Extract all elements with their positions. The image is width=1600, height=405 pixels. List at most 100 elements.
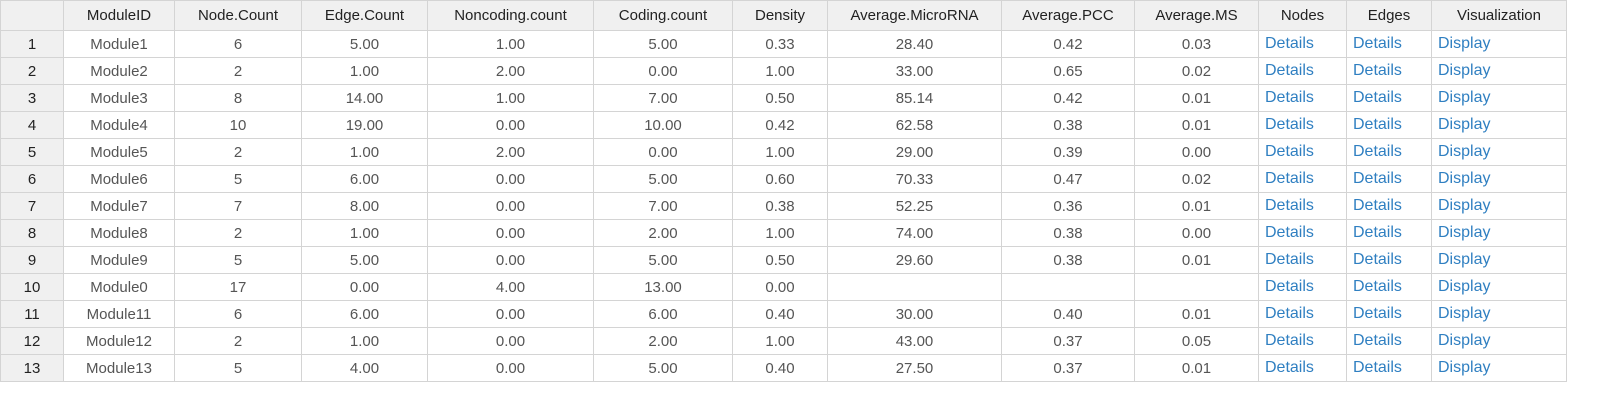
edges-details-link[interactable]: Details bbox=[1353, 224, 1402, 241]
coding-count-cell: 7.00 bbox=[593, 84, 733, 112]
noncoding-count-cell: 0.00 bbox=[427, 300, 594, 328]
corner-header bbox=[0, 0, 64, 31]
table-row: 9 Module9 5 5.00 0.00 5.00 0.50 29.60 0.38 0.01 De… bbox=[0, 246, 1567, 274]
display-link[interactable]: Display bbox=[1438, 251, 1491, 268]
col-header-coding-count[interactable]: Coding.count bbox=[593, 0, 733, 31]
col-header-module-id[interactable]: ModuleID bbox=[63, 0, 175, 31]
average-ms-cell: 0.05 bbox=[1134, 327, 1259, 355]
viz-cell: Display bbox=[1431, 354, 1567, 382]
nodes-cell: Details bbox=[1258, 300, 1347, 328]
nodes-details-link[interactable]: Details bbox=[1265, 62, 1314, 79]
col-header-visualization[interactable]: Visualization bbox=[1431, 0, 1567, 31]
edges-details-link[interactable]: Details bbox=[1353, 332, 1402, 349]
nodes-details-link[interactable]: Details bbox=[1265, 116, 1314, 133]
display-link[interactable]: Display bbox=[1438, 224, 1491, 241]
edge-count-cell: 5.00 bbox=[301, 30, 428, 58]
viz-cell: Display bbox=[1431, 219, 1567, 247]
nodes-details-link[interactable]: Details bbox=[1265, 332, 1314, 349]
col-header-average-microrna[interactable]: Average.MicroRNA bbox=[827, 0, 1002, 31]
edges-details-link[interactable]: Details bbox=[1353, 143, 1402, 160]
col-header-noncoding-count[interactable]: Noncoding.count bbox=[427, 0, 594, 31]
nodes-details-link[interactable]: Details bbox=[1265, 197, 1314, 214]
node-count-cell: 2 bbox=[174, 138, 302, 166]
display-link[interactable]: Display bbox=[1438, 35, 1491, 52]
col-header-average-ms[interactable]: Average.MS bbox=[1134, 0, 1259, 31]
average-ms-cell: 0.01 bbox=[1134, 84, 1259, 112]
table-row: 7 Module7 7 8.00 0.00 7.00 0.38 52.25 0.36 0.01 De… bbox=[0, 192, 1567, 220]
display-link[interactable]: Display bbox=[1438, 62, 1491, 79]
average-pcc-cell: 0.36 bbox=[1001, 192, 1135, 220]
density-cell: 1.00 bbox=[732, 138, 828, 166]
display-link[interactable]: Display bbox=[1438, 332, 1491, 349]
edges-details-link[interactable]: Details bbox=[1353, 170, 1402, 187]
display-link[interactable]: Display bbox=[1438, 116, 1491, 133]
density-cell: 0.42 bbox=[732, 111, 828, 139]
nodes-details-link[interactable]: Details bbox=[1265, 35, 1314, 52]
nodes-details-link[interactable]: Details bbox=[1265, 143, 1314, 160]
nodes-details-link[interactable]: Details bbox=[1265, 359, 1314, 376]
density-cell: 0.50 bbox=[732, 84, 828, 112]
nodes-details-link[interactable]: Details bbox=[1265, 170, 1314, 187]
edges-details-link[interactable]: Details bbox=[1353, 305, 1402, 322]
col-header-nodes[interactable]: Nodes bbox=[1258, 0, 1347, 31]
average-pcc-cell: 0.40 bbox=[1001, 300, 1135, 328]
edges-details-link[interactable]: Details bbox=[1353, 116, 1402, 133]
edges-details-link[interactable]: Details bbox=[1353, 62, 1402, 79]
noncoding-count-cell: 2.00 bbox=[427, 138, 594, 166]
nodes-details-link[interactable]: Details bbox=[1265, 278, 1314, 295]
average-pcc-cell: 0.47 bbox=[1001, 165, 1135, 193]
average-pcc-cell: 0.38 bbox=[1001, 219, 1135, 247]
nodes-cell: Details bbox=[1258, 273, 1347, 301]
display-link[interactable]: Display bbox=[1438, 359, 1491, 376]
edges-cell: Details bbox=[1346, 165, 1432, 193]
edges-cell: Details bbox=[1346, 30, 1432, 58]
nodes-cell: Details bbox=[1258, 84, 1347, 112]
display-link[interactable]: Display bbox=[1438, 143, 1491, 160]
edges-details-link[interactable]: Details bbox=[1353, 359, 1402, 376]
display-link[interactable]: Display bbox=[1438, 305, 1491, 322]
average-microrna-cell: 70.33 bbox=[827, 165, 1002, 193]
table-row: 11 Module11 6 6.00 0.00 6.00 0.40 30.00 0.40 0.01… bbox=[0, 300, 1567, 328]
edges-cell: Details bbox=[1346, 84, 1432, 112]
nodes-details-link[interactable]: Details bbox=[1265, 251, 1314, 268]
noncoding-count-cell: 1.00 bbox=[427, 30, 594, 58]
density-cell: 0.38 bbox=[732, 192, 828, 220]
noncoding-count-cell: 0.00 bbox=[427, 192, 594, 220]
col-header-density[interactable]: Density bbox=[732, 0, 828, 31]
nodes-details-link[interactable]: Details bbox=[1265, 305, 1314, 322]
nodes-details-link[interactable]: Details bbox=[1265, 89, 1314, 106]
display-link[interactable]: Display bbox=[1438, 89, 1491, 106]
edges-cell: Details bbox=[1346, 192, 1432, 220]
edges-details-link[interactable]: Details bbox=[1353, 35, 1402, 52]
col-header-average-pcc[interactable]: Average.PCC bbox=[1001, 0, 1135, 31]
density-cell: 0.40 bbox=[732, 354, 828, 382]
viz-cell: Display bbox=[1431, 57, 1567, 85]
average-ms-cell: 0.01 bbox=[1134, 111, 1259, 139]
density-cell: 1.00 bbox=[732, 327, 828, 355]
nodes-cell: Details bbox=[1258, 354, 1347, 382]
nodes-cell: Details bbox=[1258, 138, 1347, 166]
col-header-edge-count[interactable]: Edge.Count bbox=[301, 0, 428, 31]
edges-details-link[interactable]: Details bbox=[1353, 197, 1402, 214]
row-number: 4 bbox=[0, 111, 64, 139]
table-row: 4 Module4 10 19.00 0.00 10.00 0.42 62.58 0.38 0.0… bbox=[0, 111, 1567, 139]
edges-details-link[interactable]: Details bbox=[1353, 89, 1402, 106]
edge-count-cell: 6.00 bbox=[301, 300, 428, 328]
nodes-details-link[interactable]: Details bbox=[1265, 224, 1314, 241]
col-header-edges[interactable]: Edges bbox=[1346, 0, 1432, 31]
row-number: 2 bbox=[0, 57, 64, 85]
display-link[interactable]: Display bbox=[1438, 197, 1491, 214]
node-count-cell: 2 bbox=[174, 219, 302, 247]
module-id-cell: Module2 bbox=[63, 57, 175, 85]
module-id-cell: Module3 bbox=[63, 84, 175, 112]
row-number: 8 bbox=[0, 219, 64, 247]
edges-details-link[interactable]: Details bbox=[1353, 251, 1402, 268]
table-row: 1 Module1 6 5.00 1.00 5.00 0.33 28.40 0.42 0.03 De… bbox=[0, 30, 1567, 58]
display-link[interactable]: Display bbox=[1438, 278, 1491, 295]
col-header-node-count[interactable]: Node.Count bbox=[174, 0, 302, 31]
nodes-cell: Details bbox=[1258, 327, 1347, 355]
display-link[interactable]: Display bbox=[1438, 170, 1491, 187]
coding-count-cell: 0.00 bbox=[593, 138, 733, 166]
average-pcc-cell: 0.39 bbox=[1001, 138, 1135, 166]
edges-details-link[interactable]: Details bbox=[1353, 278, 1402, 295]
